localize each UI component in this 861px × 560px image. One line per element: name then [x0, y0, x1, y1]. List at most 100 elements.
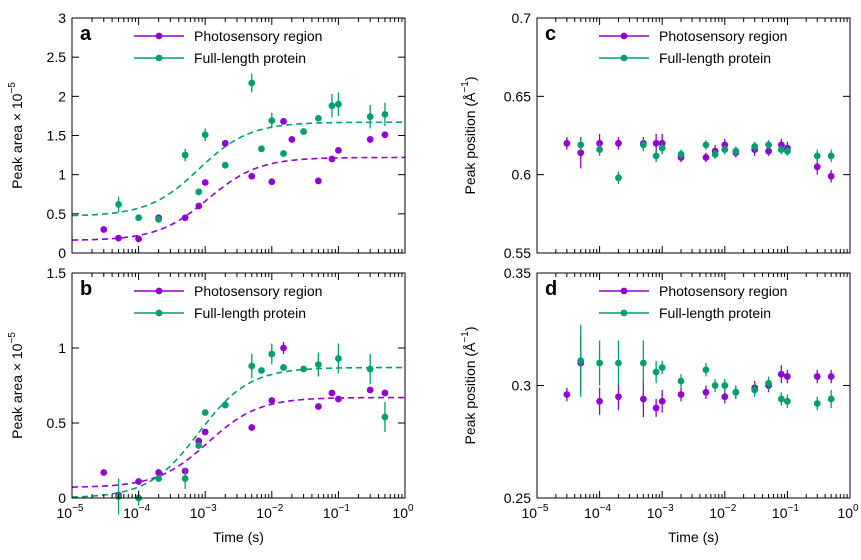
- data-point-b-1-3: [181, 475, 189, 482]
- y-tick-label: 0: [58, 245, 66, 261]
- data-point-c-1-3: [639, 141, 647, 149]
- data-point-a-0-14: [335, 146, 342, 154]
- data-point-b-1-7: [248, 362, 256, 370]
- x-tick-label-base: 10: [647, 505, 663, 521]
- data-point-d-1-12: [765, 379, 772, 387]
- x-tick-label: 10−1: [772, 503, 799, 521]
- data-point-a-0-5: [195, 202, 203, 210]
- data-point-b-1-13: [335, 355, 342, 362]
- data-point-c-1-2: [615, 174, 622, 182]
- data-point-c-1-6: [677, 150, 685, 158]
- data-point-b-1-9: [268, 350, 276, 358]
- y-axis-label-close: ): [462, 326, 478, 331]
- data-point-a-1-12: [314, 114, 322, 122]
- data-point-c-1-10: [732, 147, 740, 155]
- data-point-d-1-15: [813, 400, 821, 407]
- data-point-a-1-2: [155, 215, 163, 223]
- data-point-b-0-3: [155, 469, 163, 476]
- data-point-d-0-15: [813, 373, 821, 380]
- x-tick-label-exp: −5: [72, 503, 84, 514]
- data-point-b-0-14: [366, 386, 374, 394]
- y-tick-label: 0.65: [504, 88, 531, 104]
- y-tick-label: 0.5: [47, 415, 67, 431]
- x-tick-label-base: 10: [392, 505, 408, 521]
- data-point-d-0-16: [827, 373, 835, 380]
- data-point-c-1-12: [765, 141, 772, 149]
- data-point-c-1-9: [721, 146, 729, 154]
- data-point-a-1-8: [258, 145, 265, 153]
- legend-marker-0: [620, 32, 628, 40]
- data-point-d-1-16: [827, 395, 835, 403]
- data-point-b-1-2: [155, 475, 163, 482]
- data-point-b-0-9: [268, 397, 276, 404]
- x-tick-label: 10−5: [57, 503, 84, 521]
- x-tick-label: 10−4: [584, 503, 611, 521]
- x-tick-label-base: 10: [709, 505, 725, 521]
- data-point-a-0-1: [115, 234, 122, 242]
- data-point-c-1-4: [652, 152, 660, 160]
- data-point-c-1-13: [777, 146, 785, 154]
- data-point-a-1-3: [181, 151, 189, 159]
- x-tick-label-exp: −2: [725, 503, 737, 514]
- y-tick-label: 0.25: [504, 490, 531, 506]
- data-point-b-1-4: [195, 442, 203, 449]
- legend-marker-0: [155, 32, 163, 40]
- data-point-c-0-13: [765, 147, 772, 155]
- data-point-b-1-6: [221, 401, 229, 409]
- data-point-b-0-12: [328, 389, 336, 397]
- x-tick-label-base: 10: [256, 505, 272, 521]
- data-point-c-0-1: [577, 149, 585, 157]
- y-axis-label-group: Peak area × 10−5: [7, 332, 25, 439]
- data-point-b-1-14: [366, 365, 374, 373]
- data-point-d-1-13: [777, 395, 785, 403]
- data-point-a-1-7: [248, 79, 256, 87]
- legend-marker-1: [620, 54, 628, 62]
- plot-frame-b: [71, 272, 406, 499]
- plot-frame-c: [536, 17, 851, 254]
- data-point-d-0-6: [658, 397, 666, 405]
- x-tick-label: 100: [392, 503, 414, 521]
- y-axis-label-exp: −5: [7, 82, 18, 94]
- data-point-d-1-5: [658, 364, 666, 371]
- x-tick-label: 10−1: [323, 503, 350, 521]
- legend-label-1: Full-length protein: [659, 50, 771, 66]
- data-point-c-0-16: [813, 163, 821, 171]
- x-tick-label-base: 10: [837, 505, 853, 521]
- data-point-c-1-1: [596, 146, 603, 154]
- data-point-d-1-9: [721, 382, 729, 389]
- data-point-a-1-1: [135, 214, 143, 222]
- data-point-d-0-5: [652, 404, 660, 412]
- y-axis-label-group: Peak position (Å−1): [460, 326, 478, 444]
- data-point-d-1-11: [751, 386, 759, 394]
- legend-label-1: Full-length protein: [194, 50, 306, 66]
- x-tick-label: 10−4: [123, 503, 150, 521]
- x-tick-label: 10−2: [256, 503, 283, 521]
- y-axis-label-base: Peak area × 10: [9, 93, 25, 189]
- data-point-c-0-5: [652, 139, 660, 147]
- data-point-a-0-4: [181, 214, 189, 222]
- fit-curve-b-1: [71, 366, 405, 498]
- data-point-b-0-2: [135, 478, 143, 485]
- data-point-a-1-11: [300, 128, 307, 135]
- data-point-a-1-16: [381, 110, 389, 118]
- y-tick-label: 1.5: [47, 265, 67, 281]
- data-point-c-0-0: [563, 139, 571, 147]
- data-point-d-1-6: [677, 377, 685, 385]
- data-point-b-1-12: [314, 361, 322, 368]
- data-point-b-0-13: [335, 395, 342, 403]
- data-point-c-1-16: [827, 152, 835, 160]
- y-axis-label-exp: −1: [460, 81, 471, 93]
- legend-label-1: Full-length protein: [659, 305, 771, 321]
- x-tick-label-exp: −3: [205, 503, 217, 514]
- data-point-a-1-13: [328, 102, 336, 110]
- data-point-a-0-8: [248, 172, 256, 180]
- x-tick-label-base: 10: [123, 505, 139, 521]
- data-point-a-1-10: [280, 150, 287, 157]
- y-tick-label: 0.5: [47, 206, 67, 222]
- data-point-c-0-3: [615, 139, 622, 147]
- y-axis-label: Peak position (Å−1): [460, 76, 478, 194]
- data-point-d-0-13: [777, 370, 785, 378]
- y-axis-label-close: ): [462, 76, 478, 81]
- x-tick-label-exp: −5: [537, 503, 549, 514]
